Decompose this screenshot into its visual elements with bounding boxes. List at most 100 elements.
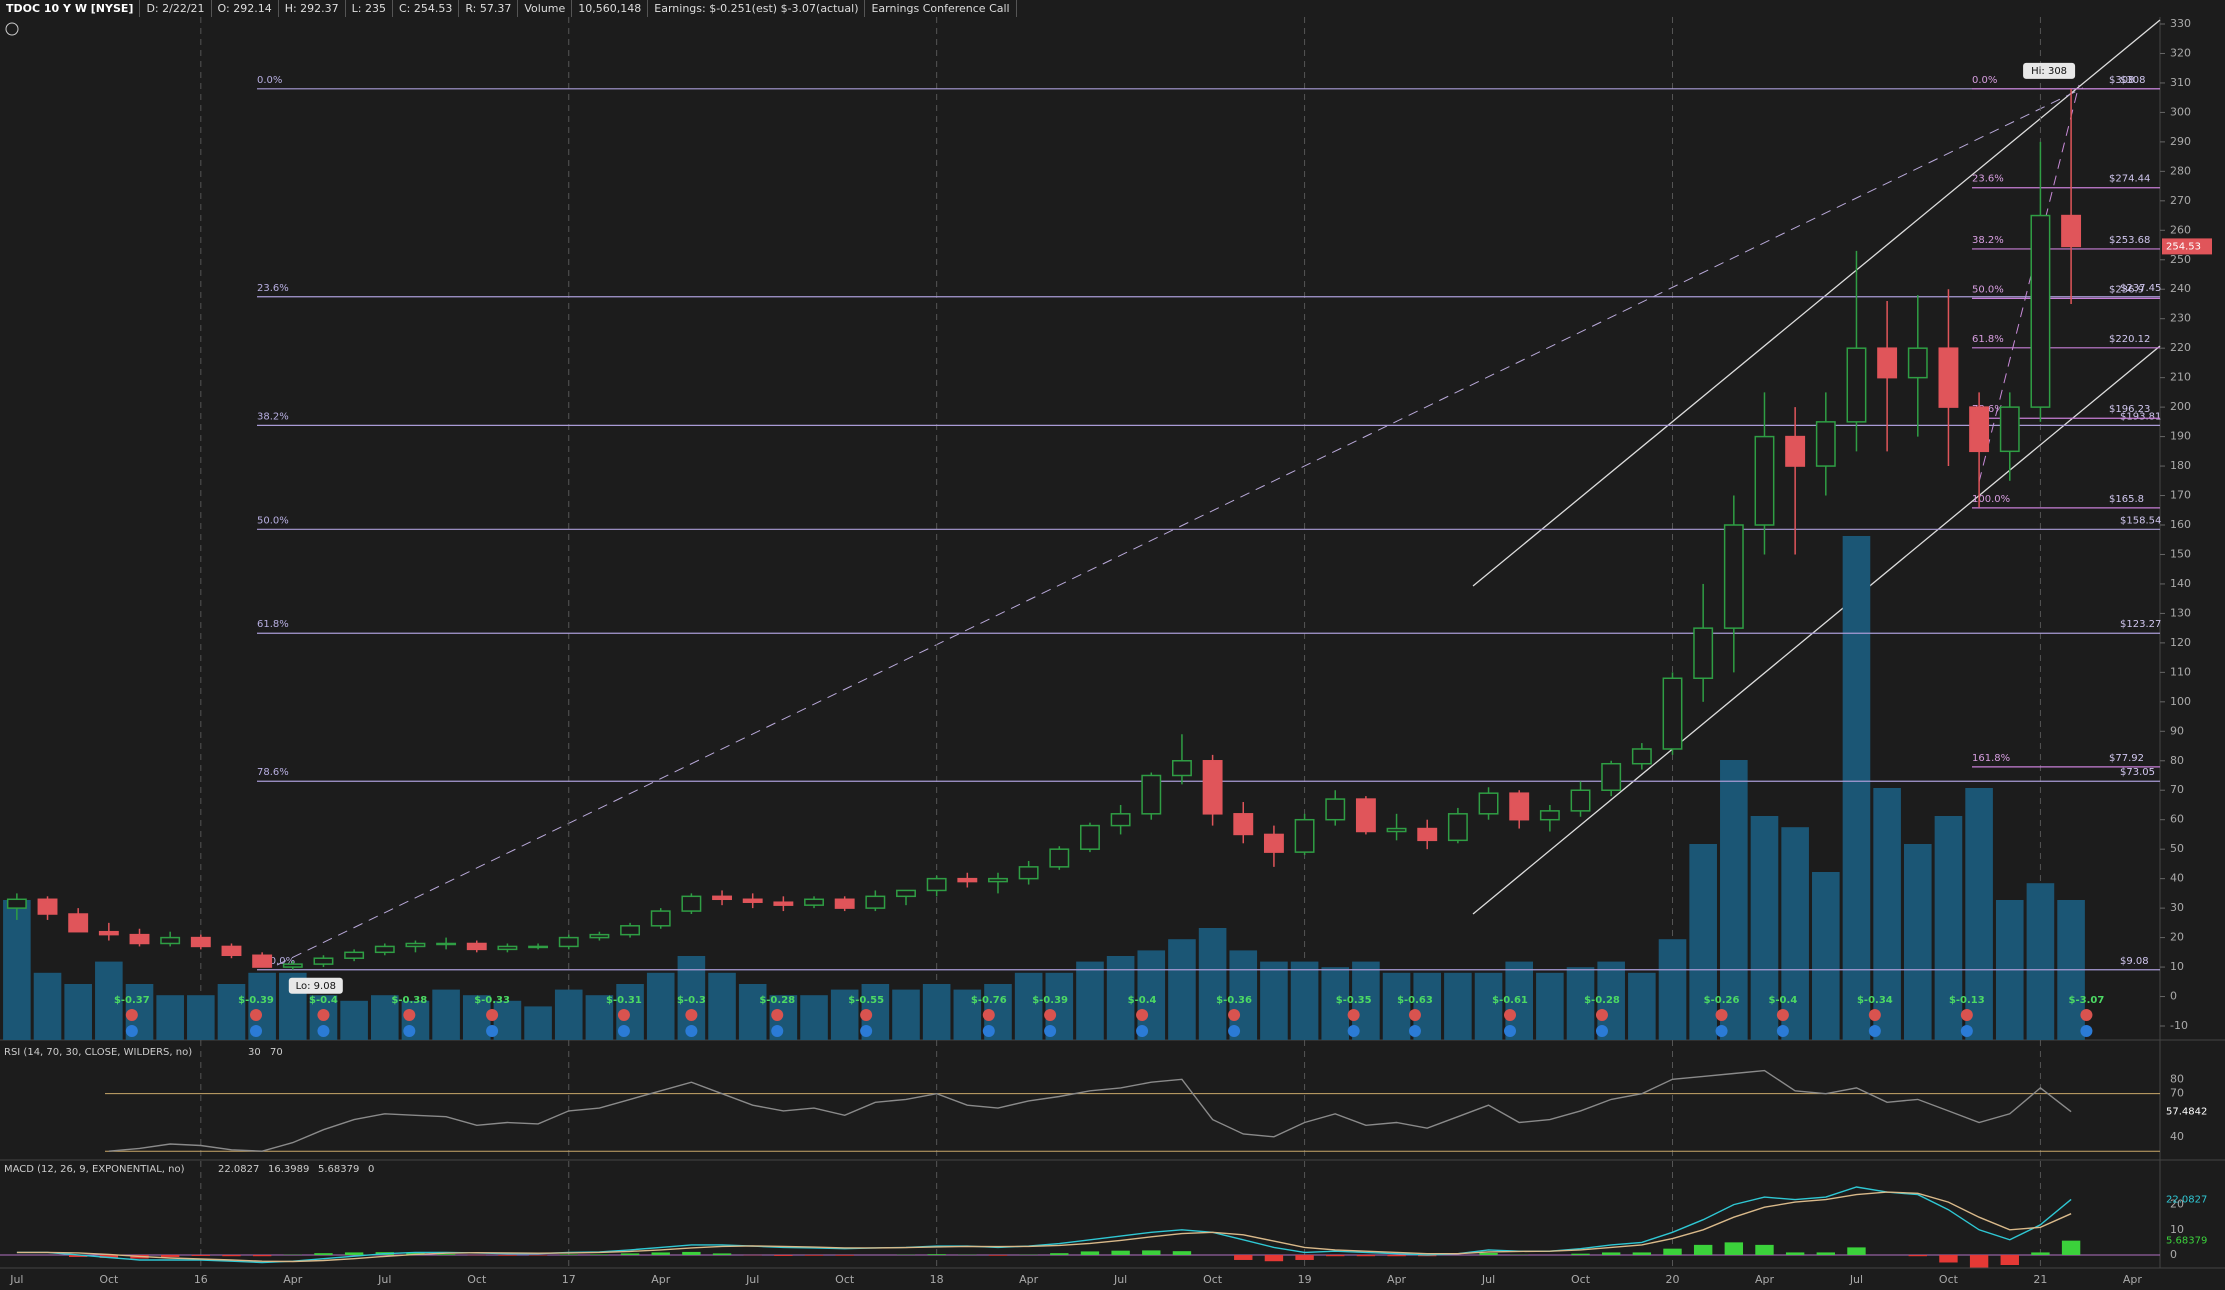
earnings-marker[interactable]	[685, 1009, 698, 1021]
earnings-label: $-0.4	[1768, 995, 1797, 1006]
conference-marker[interactable]	[771, 1025, 784, 1037]
conference-marker[interactable]	[1044, 1025, 1057, 1037]
header-item: R: 57.37	[459, 0, 519, 17]
fib-percent: 38.2%	[257, 411, 289, 422]
earnings-marker[interactable]	[1960, 1009, 1973, 1021]
earnings-marker[interactable]	[1228, 1009, 1241, 1021]
volume-bar	[2026, 883, 2055, 1040]
header-item: Earnings: $-0.251(est) $-3.07(actual)	[648, 0, 866, 17]
x-tick-label: Oct	[467, 1273, 487, 1286]
earnings-marker[interactable]	[1715, 1009, 1728, 1021]
macd-value-tag: 22.0827	[2166, 1194, 2207, 1205]
fib-price: $274.44	[2109, 174, 2150, 185]
conference-marker[interactable]	[403, 1025, 416, 1037]
price-tag-box	[2162, 238, 2212, 255]
conference-marker[interactable]	[317, 1025, 330, 1037]
volume-bar	[64, 984, 92, 1040]
earnings-marker[interactable]	[1408, 1009, 1421, 1021]
conference-marker[interactable]	[1868, 1025, 1881, 1037]
earnings-marker[interactable]	[317, 1009, 330, 1021]
earnings-marker[interactable]	[982, 1009, 995, 1021]
macd-hist-bar	[160, 1254, 180, 1257]
macd-hist-bar	[2061, 1240, 2081, 1255]
macd-hist-bar	[528, 1254, 548, 1256]
candle-body	[1601, 762, 1622, 791]
x-tick-label: Apr	[283, 1273, 303, 1286]
y-tick-label: 290	[2170, 135, 2191, 148]
volume-bar	[646, 972, 675, 1040]
conference-marker[interactable]	[685, 1025, 698, 1037]
earnings-marker[interactable]	[1347, 1009, 1360, 1021]
earnings-marker[interactable]	[125, 1009, 138, 1021]
candle-body	[1815, 421, 1836, 467]
earnings-label: $-0.61	[1492, 995, 1528, 1006]
earnings-marker[interactable]	[771, 1009, 784, 1021]
earnings-marker[interactable]	[860, 1009, 873, 1021]
macd-hist-bar	[712, 1253, 732, 1255]
macd-hist-bar	[252, 1254, 272, 1257]
volume-bar	[1934, 816, 1963, 1040]
earnings-marker[interactable]	[1136, 1009, 1149, 1021]
volume-bar	[1290, 961, 1319, 1040]
earnings-marker[interactable]	[403, 1009, 416, 1021]
earnings-marker[interactable]	[486, 1009, 499, 1021]
conference-marker[interactable]	[2080, 1025, 2093, 1037]
volume-bar	[554, 989, 583, 1040]
macd-hist-bar	[774, 1254, 793, 1256]
earnings-marker[interactable]	[1868, 1009, 1881, 1021]
candle-body	[804, 898, 824, 906]
macd-hist-bar	[1479, 1252, 1498, 1255]
macd-hist-bar	[1234, 1254, 1253, 1260]
earnings-marker[interactable]	[1776, 1009, 1789, 1021]
volume-bar	[1168, 939, 1196, 1040]
macd-hist-bar	[988, 1254, 1008, 1256]
candle-body	[1294, 818, 1315, 853]
conference-marker[interactable]	[1408, 1025, 1421, 1037]
x-tick-label: Jul	[377, 1273, 391, 1286]
conference-marker[interactable]	[1776, 1025, 1789, 1037]
earnings-marker[interactable]	[1504, 1009, 1517, 1021]
volume-bar	[217, 984, 246, 1040]
conference-marker[interactable]	[1504, 1025, 1517, 1037]
conference-marker[interactable]	[1347, 1025, 1360, 1037]
volume-bar	[432, 989, 460, 1040]
y-tick-label: 100	[2170, 695, 2191, 708]
conference-marker[interactable]	[486, 1025, 499, 1037]
candle-body	[1938, 347, 1959, 408]
volume-bar	[1321, 967, 1350, 1040]
conference-marker[interactable]	[1136, 1025, 1149, 1037]
earnings-marker[interactable]	[1044, 1009, 1057, 1021]
volume-bar	[1474, 972, 1503, 1040]
earnings-marker[interactable]	[250, 1009, 263, 1021]
macd-hist-bar	[1172, 1251, 1192, 1255]
fib-percent: 38.2%	[1972, 235, 2004, 246]
macd-header-value: 5.68379	[318, 1164, 359, 1175]
volume-bar	[33, 972, 62, 1040]
candle-body	[834, 898, 855, 909]
candle-body	[896, 889, 916, 898]
macd-hist-bar	[1571, 1253, 1590, 1255]
earnings-marker[interactable]	[617, 1009, 630, 1021]
conference-marker[interactable]	[982, 1025, 995, 1037]
conference-marker[interactable]	[860, 1025, 873, 1037]
macd-hist-bar	[1847, 1247, 1866, 1255]
conference-marker[interactable]	[1228, 1025, 1241, 1037]
macd-hist-bar	[1785, 1252, 1805, 1255]
conference-marker[interactable]	[125, 1025, 138, 1037]
volume-bar	[1903, 844, 1932, 1040]
candle-body	[6, 898, 27, 909]
fib-price: $253.68	[2109, 235, 2150, 246]
conference-marker[interactable]	[250, 1025, 263, 1037]
macd-hist-bar	[1601, 1252, 1621, 1255]
conference-marker[interactable]	[1595, 1025, 1608, 1037]
candle-body	[528, 945, 549, 949]
earnings-marker[interactable]	[2080, 1009, 2093, 1021]
conference-marker[interactable]	[1960, 1025, 1973, 1037]
conference-marker[interactable]	[617, 1025, 630, 1037]
info-icon[interactable]	[5, 22, 19, 36]
earnings-marker[interactable]	[1595, 1009, 1608, 1021]
conference-marker[interactable]	[1715, 1025, 1728, 1037]
y-tick-label: 50	[2170, 842, 2184, 855]
volume-bar	[1965, 788, 1993, 1040]
